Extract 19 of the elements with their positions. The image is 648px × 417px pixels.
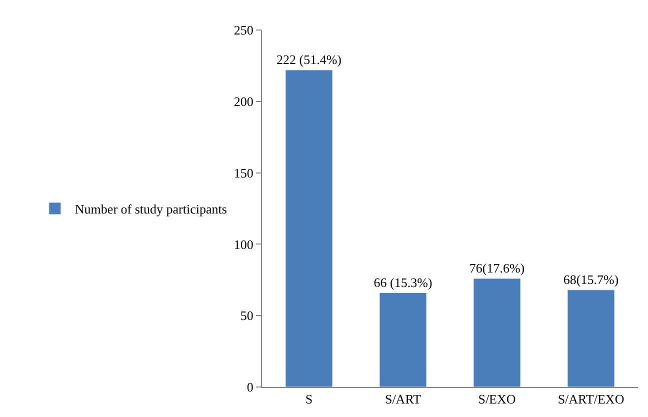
y-tick-label: 200 — [234, 94, 254, 109]
legend-label: Number of study participants — [74, 202, 227, 217]
x-tick-label: S/ART — [384, 392, 422, 407]
bar — [567, 290, 615, 387]
data-label: 66 (15.3%) — [374, 274, 432, 290]
y-tick-label: 100 — [234, 236, 254, 252]
bar — [473, 278, 521, 387]
data-label: 68(15.7%) — [563, 272, 619, 287]
y-tick-label: 50 — [240, 308, 254, 324]
data-label: 76(17.6%) — [469, 260, 525, 276]
x-tick-label: S/ART/EXO — [558, 392, 624, 407]
y-tick-label: 150 — [234, 165, 254, 180]
bar — [379, 292, 427, 387]
x-tick-label: S/EXO — [478, 392, 516, 407]
y-tick-label: 0 — [246, 380, 254, 395]
data-label: 222 (51.4%) — [276, 52, 342, 67]
bar — [285, 70, 333, 387]
x-tick-label: S — [305, 392, 313, 407]
y-tick-label: 250 — [234, 22, 254, 38]
